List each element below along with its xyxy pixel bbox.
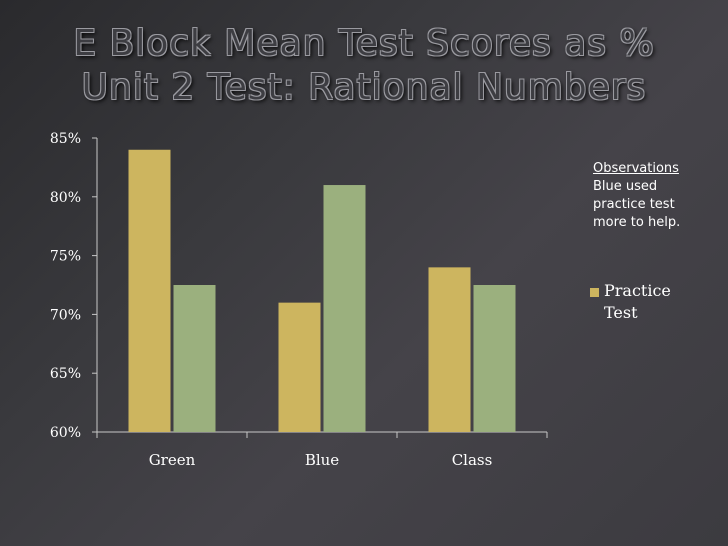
slide-title: E Block Mean Test Scores as % Unit 2 Tes… [0,22,728,110]
legend-label-practice: Practice Test [604,281,671,322]
observations-box: Observations Blue used practice test mor… [593,160,703,232]
observations-text: Blue used practice test more to help. [593,179,681,230]
bar-blue-series-2 [323,185,366,432]
observations-heading: Observations [593,161,679,176]
y-tick-label-60: 60% [50,425,81,441]
bar-green-series-1 [128,149,171,432]
x-tick-label-green: Green [149,451,196,469]
bar-blue-series-1 [278,302,321,432]
bar-green-series-2 [173,285,216,432]
y-tick-label-65: 65% [50,366,81,382]
title-line-2: Unit 2 Test: Rational Numbers [81,67,647,108]
y-tick-label-85: 85% [50,131,81,147]
y-tick-label-75: 75% [50,249,81,265]
y-tick-label-80: 80% [50,190,81,206]
y-tick-label-70: 70% [50,307,81,323]
bar-class-series-2 [473,285,516,432]
legend-swatch-practice [590,288,599,297]
x-tick-label-class: Class [452,451,493,469]
title-line-1: E Block Mean Test Scores as % [73,23,655,64]
x-tick-label-blue: Blue [305,451,339,469]
bar-class-series-1 [428,267,471,432]
